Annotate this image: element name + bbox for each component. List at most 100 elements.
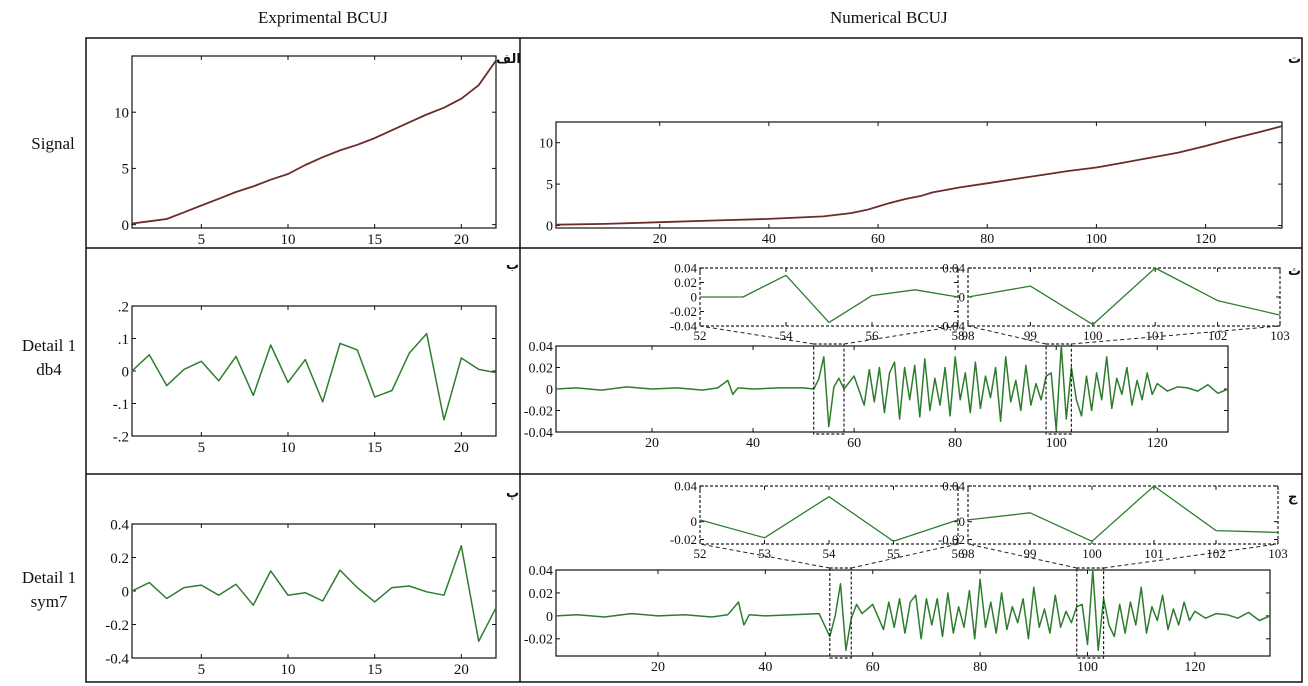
- x-tick-label: 101: [1145, 328, 1165, 343]
- zoom-selection-box: [813, 343, 845, 435]
- x-tick-label: 100: [1077, 660, 1098, 675]
- y-tick-label: 0: [691, 514, 698, 529]
- y-tick-label: 0.04: [942, 479, 965, 494]
- x-tick-label: 80: [948, 436, 962, 451]
- y-tick-label: 0.02: [674, 275, 697, 290]
- x-tick-label: 10: [281, 440, 296, 456]
- x-tick-label: 20: [454, 662, 469, 678]
- x-tick-label: 98: [962, 546, 975, 561]
- y-tick-label: 10: [114, 105, 129, 121]
- x-tick-label: 56: [952, 546, 966, 561]
- plot-frame: [699, 485, 959, 545]
- x-tick-label: 15: [367, 232, 382, 248]
- y-tick-label: 0: [546, 383, 553, 398]
- y-tick-label: 5: [546, 178, 553, 193]
- y-tick-label: -0.02: [938, 532, 965, 547]
- y-tick-label: 0: [546, 610, 553, 625]
- chart-b: 5 10 15 20 -.2 -.1 0 .1 .2: [113, 299, 497, 456]
- y-tick-label: -0.04: [938, 319, 966, 334]
- x-tick-label: 40: [746, 436, 760, 451]
- y-tick-label: 0: [122, 364, 130, 380]
- row-header-signal: Signal: [31, 134, 75, 153]
- row-header-detail-sym7: Detail 1 sym7: [21, 568, 77, 611]
- y-tick-label: -.1: [113, 397, 129, 413]
- chart-a: 5 10 15 20 0 5 10: [114, 55, 497, 248]
- y-tick-label: 0.4: [110, 517, 129, 533]
- y-tick-label: -0.02: [524, 404, 553, 419]
- plot-frame: [555, 121, 1283, 229]
- x-tick-label: 100: [1082, 546, 1102, 561]
- x-tick-label: 20: [653, 232, 667, 247]
- zoom-connector: [1071, 325, 1281, 345]
- series-line: [967, 267, 1281, 326]
- x-tick-label: 5: [198, 662, 206, 678]
- x-tick-label: 120: [1147, 436, 1168, 451]
- x-tick-label: 20: [651, 660, 665, 675]
- zoom-selection-box: [1076, 567, 1105, 659]
- zoom-selection-box: [829, 567, 852, 659]
- zoom-connector: [851, 543, 959, 569]
- panel-tag-t: ت: [1288, 52, 1302, 67]
- x-tick-label: 58: [952, 328, 965, 343]
- y-tick-label: -0.04: [670, 319, 698, 334]
- y-tick-label: 0.04: [529, 340, 554, 355]
- y-tick-label: 0.2: [110, 551, 129, 567]
- zoom-connector: [699, 543, 830, 569]
- x-tick-label: 80: [980, 232, 994, 247]
- y-tick-label: 0: [691, 290, 698, 305]
- plot-frame: [131, 305, 497, 437]
- x-tick-label: 99: [1024, 328, 1037, 343]
- plot-frame: [555, 569, 1271, 657]
- x-tick-label: 20: [645, 436, 659, 451]
- y-tick-label: -0.02: [524, 633, 553, 648]
- y-tick-label: 0: [546, 219, 553, 234]
- panel-tag-b: ب: [506, 258, 520, 273]
- y-tick-label: 0.02: [529, 361, 554, 376]
- y-tick-label: .1: [118, 332, 129, 348]
- series-line: [555, 345, 1229, 431]
- y-tick-label: 0.02: [529, 587, 554, 602]
- x-tick-label: 40: [762, 232, 776, 247]
- x-tick-label: 60: [866, 660, 880, 675]
- x-tick-label: 10: [281, 232, 296, 248]
- x-tick-label: 100: [1086, 232, 1107, 247]
- y-tick-label: 0: [959, 290, 966, 305]
- column-header-numerical: Numerical BCUJ: [830, 8, 948, 27]
- x-tick-label: 120: [1195, 232, 1216, 247]
- y-tick-label: 0.04: [674, 261, 697, 276]
- plot-frame: [131, 523, 497, 659]
- y-tick-label: 0.04: [942, 261, 965, 276]
- x-tick-label: 5: [198, 232, 206, 248]
- x-tick-label: 101: [1144, 546, 1164, 561]
- x-tick-label: 100: [1046, 436, 1067, 451]
- y-tick-label: 5: [122, 162, 130, 178]
- panel-tag-th: ث: [1288, 264, 1302, 279]
- y-tick-label: 0: [959, 514, 966, 529]
- x-tick-label: 10: [281, 662, 296, 678]
- x-tick-label: 52: [694, 328, 707, 343]
- y-tick-label: -.2: [113, 429, 129, 445]
- x-tick-label: 54: [823, 546, 837, 561]
- zoom-connector: [967, 543, 1077, 569]
- zoom-connector: [843, 325, 959, 345]
- plot-frame: [131, 55, 497, 229]
- panel-tag-a: الف: [496, 52, 521, 67]
- series-line: [700, 274, 959, 324]
- column-header-experimental: Exprimental BCUJ: [258, 8, 388, 27]
- y-tick-label: 0.04: [674, 479, 697, 494]
- x-tick-label: 103: [1270, 328, 1290, 343]
- y-tick-label: -0.04: [524, 426, 553, 441]
- y-tick-label: 0: [122, 218, 130, 234]
- x-tick-label: 120: [1184, 660, 1205, 675]
- x-tick-label: 20: [454, 440, 469, 456]
- x-tick-label: 60: [847, 436, 861, 451]
- series-line: [555, 569, 1271, 652]
- y-tick-label: .2: [118, 299, 129, 315]
- y-tick-label: 10: [539, 137, 553, 152]
- chart-th-zoom1: 98 99 100 101 102 103 -0.04 0 0.04: [938, 261, 1290, 343]
- x-tick-label: 40: [758, 660, 772, 675]
